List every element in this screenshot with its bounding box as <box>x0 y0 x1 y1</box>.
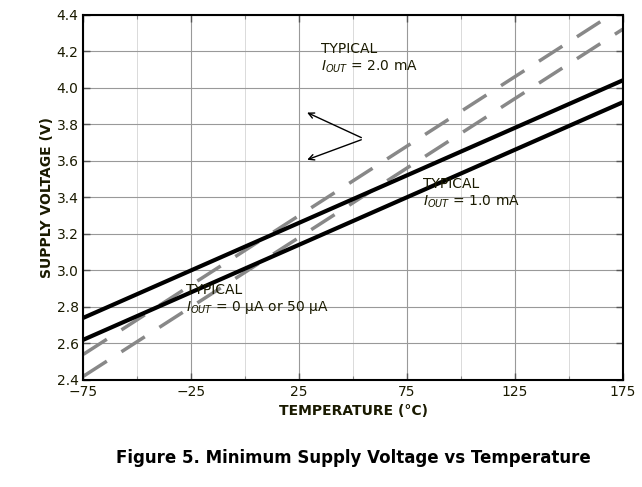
Text: TYPICAL
$I_{OUT}$ = 0 μA or 50 μA: TYPICAL $I_{OUT}$ = 0 μA or 50 μA <box>186 283 329 316</box>
X-axis label: TEMPERATURE (°C): TEMPERATURE (°C) <box>279 404 428 418</box>
Y-axis label: SUPPLY VOLTAGE (V): SUPPLY VOLTAGE (V) <box>40 117 54 278</box>
Text: Figure 5. Minimum Supply Voltage vs Temperature: Figure 5. Minimum Supply Voltage vs Temp… <box>116 449 591 467</box>
Text: TYPICAL
$I_{OUT}$ = 1.0 mA: TYPICAL $I_{OUT}$ = 1.0 mA <box>423 177 520 210</box>
Text: TYPICAL
$I_{OUT}$ = 2.0 mA: TYPICAL $I_{OUT}$ = 2.0 mA <box>321 42 418 75</box>
